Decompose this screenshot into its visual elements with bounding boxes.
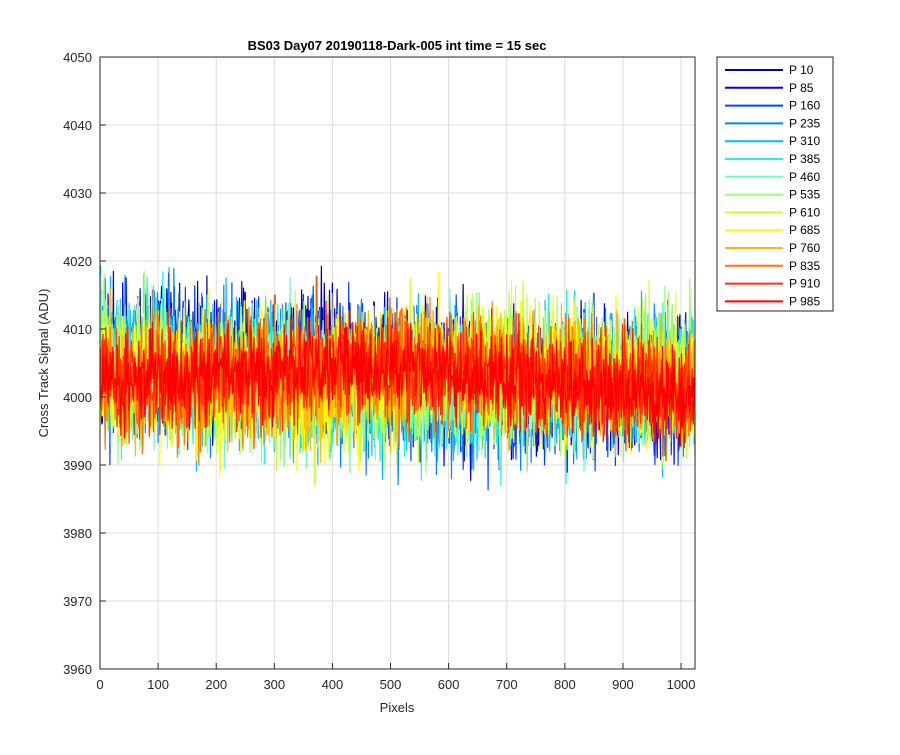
x-tick-label: 100 bbox=[147, 677, 169, 692]
y-tick-label: 3960 bbox=[63, 662, 92, 677]
legend-label: P 685 bbox=[789, 223, 820, 237]
y-tick-label: 3990 bbox=[63, 458, 92, 473]
x-tick-label: 700 bbox=[496, 677, 518, 692]
x-tick-label: 300 bbox=[263, 677, 285, 692]
y-tick-label: 3980 bbox=[63, 526, 92, 541]
legend-label: P 610 bbox=[789, 205, 820, 219]
legend-label: P 760 bbox=[789, 241, 820, 255]
x-tick-label: 1000 bbox=[667, 677, 696, 692]
legend-label: P 10 bbox=[789, 63, 814, 77]
x-axis-title: Pixels bbox=[380, 700, 415, 715]
y-tick-label: 4050 bbox=[63, 50, 92, 65]
x-tick-label: 800 bbox=[554, 677, 576, 692]
x-tick-label: 200 bbox=[205, 677, 227, 692]
x-axis: 0 100 200 300 400 500 600 700 800 900 1000 bbox=[96, 663, 696, 692]
legend-box bbox=[716, 56, 834, 312]
x-tick-label: 500 bbox=[380, 677, 402, 692]
y-tick-label: 4000 bbox=[63, 390, 92, 405]
y-axis-title: Cross Track Signal (ADU) bbox=[36, 289, 51, 438]
series-line-p-985 bbox=[100, 311, 696, 449]
legend: P 10 P 85 P 160 P 235 P 310 P 385 P 460 P 535 P … bbox=[716, 56, 834, 312]
y-tick-label: 4010 bbox=[63, 322, 92, 337]
chart-title: BS03 Day07 20190118-Dark-005 int time = … bbox=[248, 38, 547, 53]
series-layer bbox=[100, 265, 696, 491]
x-tick-label: 400 bbox=[322, 677, 344, 692]
legend-label: P 160 bbox=[789, 99, 820, 113]
legend-label: P 835 bbox=[789, 259, 820, 273]
x-tick-label: 0 bbox=[96, 677, 103, 692]
x-tick-label: 900 bbox=[612, 677, 634, 692]
y-tick-label: 4030 bbox=[63, 186, 92, 201]
legend-label: P 235 bbox=[789, 116, 820, 130]
legend-label: P 385 bbox=[789, 152, 820, 166]
y-axis: 3960 3970 3980 3990 4000 4010 4020 4030 4040 4050 bbox=[63, 50, 106, 677]
y-tick-label: 4040 bbox=[63, 118, 92, 133]
legend-label: P 535 bbox=[789, 188, 820, 202]
y-tick-label: 4020 bbox=[63, 254, 92, 269]
legend-label: P 310 bbox=[789, 134, 820, 148]
axes-box bbox=[99, 56, 696, 670]
legend-label: P 85 bbox=[789, 81, 814, 95]
legend-label: P 460 bbox=[789, 170, 820, 184]
legend-label: P 985 bbox=[789, 294, 820, 308]
y-tick-label: 3970 bbox=[63, 594, 92, 609]
x-tick-label: 600 bbox=[438, 677, 460, 692]
legend-label: P 910 bbox=[789, 277, 820, 291]
